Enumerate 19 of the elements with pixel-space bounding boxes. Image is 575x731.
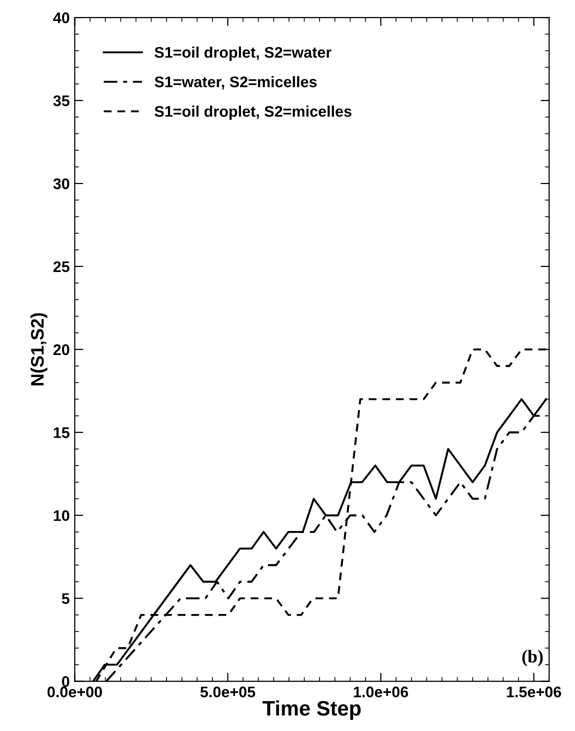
- legend-label: S1=water, S2=micelles: [154, 76, 317, 90]
- y-tick-label: 40: [53, 12, 70, 24]
- y-tick-label: 5: [62, 593, 70, 604]
- x-tick-label: 1.5e+06: [506, 686, 562, 698]
- x-tick-label: 0.0e+00: [48, 686, 102, 698]
- legend-label: S1=oil droplet, S2=micelles: [154, 106, 352, 120]
- y-tick-label: 10: [54, 510, 70, 522]
- y-tick-label: 20: [53, 344, 70, 356]
- y-tick-label: 15: [54, 427, 70, 438]
- annotation: (b): [522, 650, 543, 666]
- y-tick-label: 0: [62, 676, 70, 687]
- x-tick-label: 1.0e+06: [354, 686, 408, 698]
- y-tick-label: 30: [53, 178, 70, 190]
- x-tick-label: 5.0e+05: [200, 686, 256, 698]
- y-axis-title: N(S1,S2): [30, 313, 48, 386]
- y-tick-label: 25: [53, 261, 70, 272]
- y-tick-label: 35: [53, 95, 70, 106]
- x-axis-title: Time Step: [262, 700, 361, 720]
- legend-label: S1=oil droplet, S2=water: [154, 46, 332, 61]
